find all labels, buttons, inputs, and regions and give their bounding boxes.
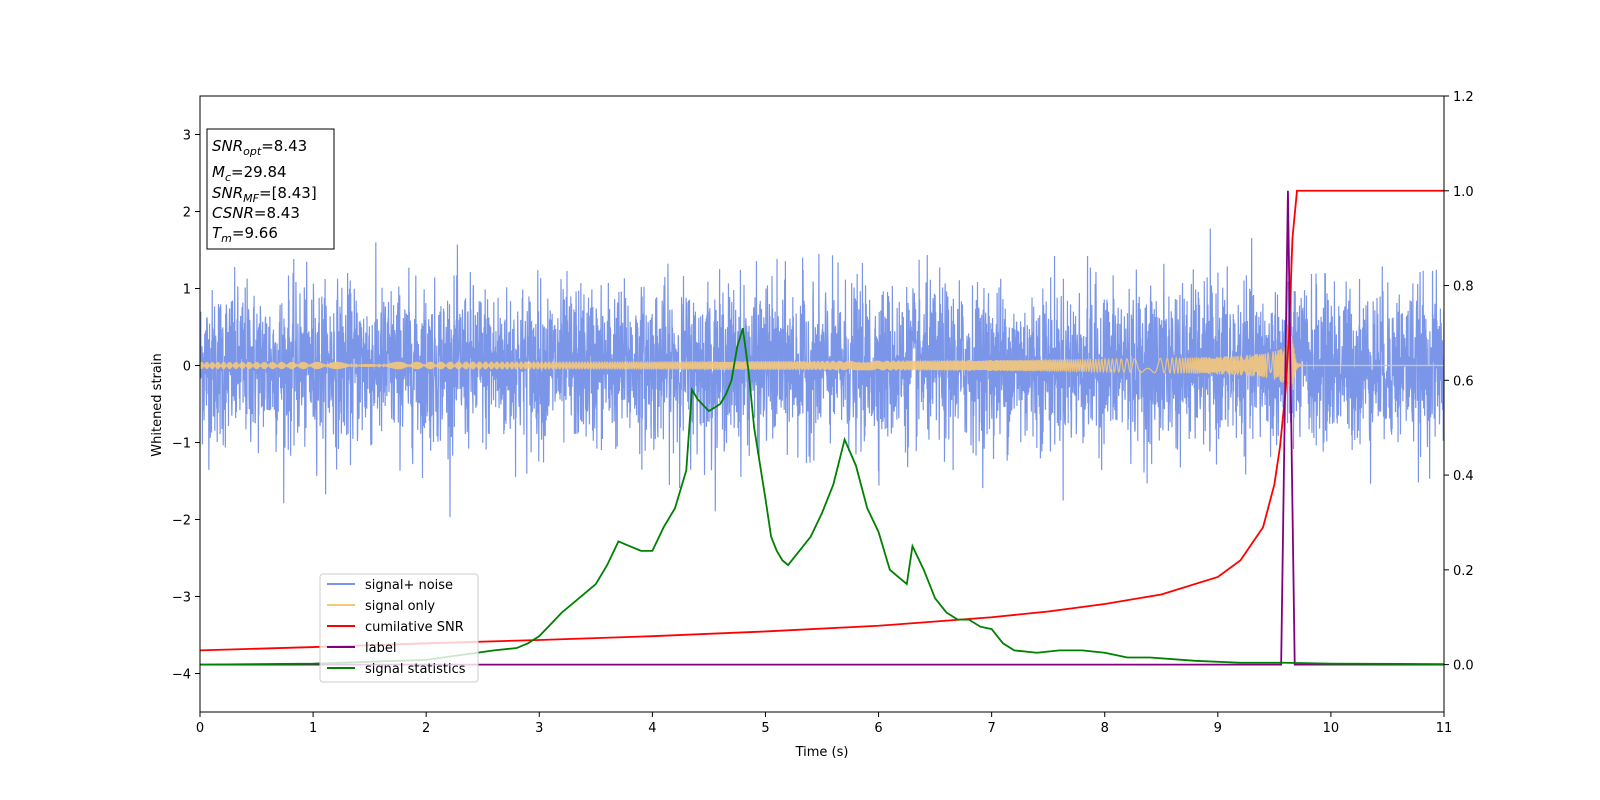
y2-tick-label: 0.8 xyxy=(1453,280,1474,295)
series-signal-only xyxy=(200,335,1444,392)
info-line-mc: Mc=29.84 xyxy=(212,163,287,184)
y2-tick-label: 1.2 xyxy=(1453,90,1474,105)
y-tick-label: −4 xyxy=(172,668,191,683)
y2-tick-label: 1.0 xyxy=(1453,185,1474,200)
y-axis-label: Whitened strain xyxy=(150,353,165,456)
y-tick-label: −2 xyxy=(172,514,191,529)
legend-label-signal-statistics: signal statistics xyxy=(365,662,466,677)
info-line-snr-mf: SNRMF=[8.43] xyxy=(212,184,317,205)
series-label xyxy=(200,190,1444,666)
info-line-csnr: CSNR=8.43 xyxy=(212,204,300,222)
info-line-snr-opt: SNRopt=8.43 xyxy=(212,137,307,158)
legend-label-label: label xyxy=(365,641,396,656)
y-tick-label: 1 xyxy=(183,283,191,298)
x-tick-label: 5 xyxy=(761,721,769,736)
info-box: SNRopt=8.43 Mc=29.84 SNRMF=[8.43] CSNR=8… xyxy=(206,128,335,250)
y2-tick-label: 0.2 xyxy=(1453,564,1474,579)
x-axis-label: Time (s) xyxy=(795,745,849,760)
x-tick-label: 8 xyxy=(1101,721,1109,736)
legend-label-cumulative-snr: cumilative SNR xyxy=(365,620,464,635)
y-tick-label: 3 xyxy=(183,129,191,144)
info-box-frame xyxy=(206,128,335,250)
x-tick-label: 2 xyxy=(422,721,430,736)
x-tick-label: 11 xyxy=(1436,721,1453,736)
y-tick-label: −3 xyxy=(172,591,191,606)
series-cumulative-snr xyxy=(200,189,1444,652)
x-tick-label: 3 xyxy=(535,721,543,736)
x-tick-label: 6 xyxy=(874,721,882,736)
legend: signal+ noise signal only cumilative SNR… xyxy=(319,573,479,683)
info-line-tm: Tm=9.66 xyxy=(212,224,278,245)
y2-tick-label: 0.4 xyxy=(1453,469,1474,484)
series-signal-statistics xyxy=(200,327,1444,666)
axes-ticks: 0 1 2 3 4 5 6 7 8 9 10 11 −4 −3 −2 −1 0 1 2 3 0.0 0.2 0.4 0.6 0.… xyxy=(172,90,1474,736)
legend-label-signal-noise: signal+ noise xyxy=(365,578,453,593)
x-tick-label: 10 xyxy=(1323,721,1340,736)
x-tick-label: 0 xyxy=(196,721,204,736)
y2-tick-label: 0.0 xyxy=(1453,659,1474,674)
y-tick-label: 2 xyxy=(183,206,191,221)
legend-frame xyxy=(319,573,479,683)
legend-label-signal-only: signal only xyxy=(365,599,435,614)
x-tick-label: 7 xyxy=(987,721,995,736)
plot-frame xyxy=(199,95,1445,713)
y-tick-label: −1 xyxy=(172,437,191,452)
plot-area xyxy=(200,189,1444,666)
y-tick-label: 0 xyxy=(183,360,191,375)
x-tick-label: 9 xyxy=(1214,721,1222,736)
x-tick-label: 4 xyxy=(648,721,656,736)
x-tick-label: 1 xyxy=(309,721,317,736)
series-signal-noise xyxy=(200,228,1444,518)
y2-tick-label: 0.6 xyxy=(1453,374,1474,389)
